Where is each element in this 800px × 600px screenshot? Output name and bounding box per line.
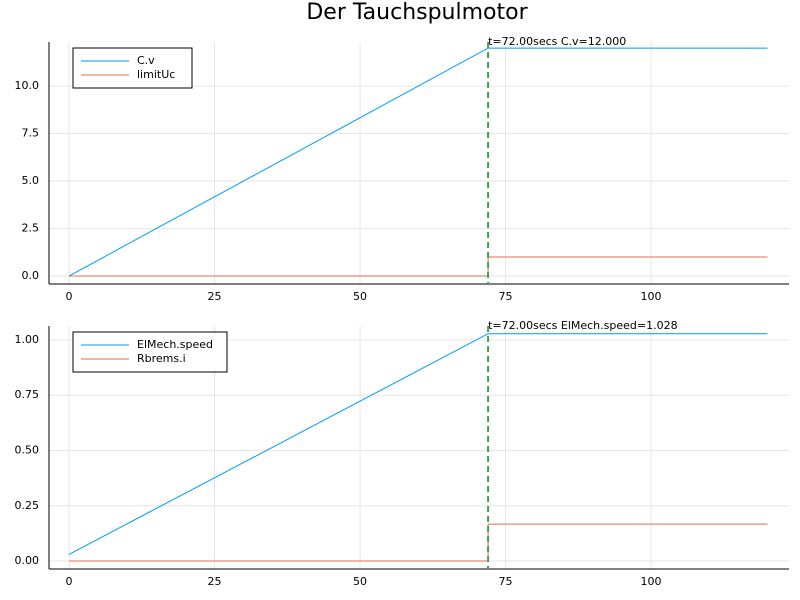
- y-tick-label: 7.5: [22, 127, 40, 140]
- x-tick-label: 100: [641, 575, 662, 588]
- x-tick-label: 0: [66, 575, 73, 588]
- legend-box: [72, 331, 228, 373]
- annotation: t=72.00secs C.v=12.000: [488, 35, 626, 48]
- x-tick-label: 0: [66, 290, 73, 303]
- legend-box: [72, 47, 193, 89]
- y-tick-label: 0.75: [15, 388, 40, 401]
- figure-title: Der Tauchspulmotor: [306, 0, 528, 25]
- x-tick-label: 25: [208, 290, 222, 303]
- y-tick-label: 0.0: [22, 269, 40, 282]
- x-tick-label: 75: [499, 575, 513, 588]
- series-line: [68, 47, 768, 277]
- legend-label: ElMech.speed: [137, 338, 213, 351]
- y-tick-label: 1.00: [15, 333, 40, 346]
- x-tick-label: 50: [353, 290, 367, 303]
- series-line: [68, 333, 768, 555]
- y-tick-label: 0.00: [15, 554, 40, 567]
- legend-label: limitUc: [137, 68, 175, 81]
- y-tick-label: 5.0: [22, 174, 40, 187]
- x-tick-label: 50: [353, 575, 367, 588]
- series-line: [69, 256, 768, 277]
- x-tick-label: 25: [208, 575, 222, 588]
- y-tick-label: 0.50: [15, 443, 40, 456]
- x-tick-label: 75: [499, 290, 513, 303]
- legend-label: C.v: [137, 54, 155, 67]
- y-tick-label: 0.25: [15, 499, 40, 512]
- annotation: t=72.00secs ElMech.speed=1.028: [488, 319, 678, 332]
- legend-label: Rbrems.i: [137, 352, 186, 365]
- x-tick-label: 100: [641, 290, 662, 303]
- y-tick-label: 10.0: [15, 79, 40, 92]
- y-tick-label: 2.5: [22, 222, 40, 235]
- series-line: [69, 523, 768, 562]
